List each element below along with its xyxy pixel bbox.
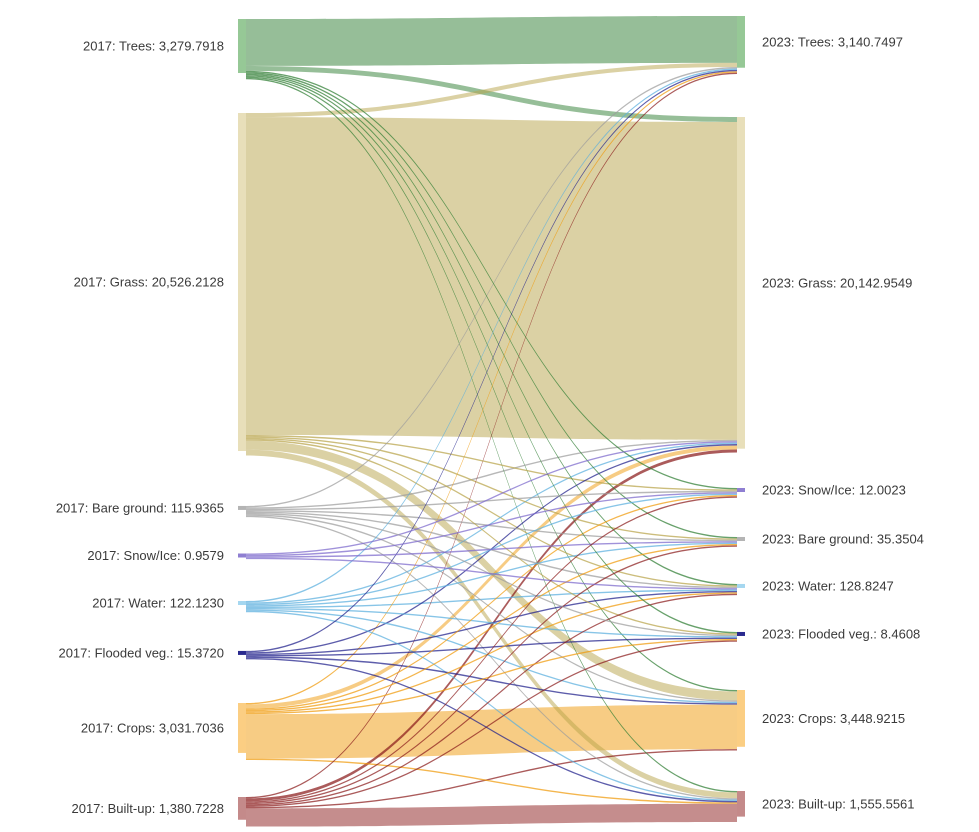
sankey-flow-l-built-to-r-built[interactable]	[246, 803, 737, 827]
sankey-node-r-grass[interactable]	[737, 117, 745, 449]
sankey-node-r-snow[interactable]	[737, 488, 745, 492]
sankey-flow-l-bare-to-r-built[interactable]	[246, 515, 737, 800]
sankey-node-r-bare[interactable]	[737, 536, 745, 541]
sankey-flow-l-snow-to-r-grass[interactable]	[246, 441, 737, 555]
sankey-flow-l-snow-to-r-snow[interactable]	[246, 492, 737, 557]
node-label-r-trees: 2023: Trees: 3,140.7497	[762, 34, 903, 49]
sankey-node-r-built[interactable]	[737, 791, 745, 817]
sankey-labels-layer: 2017: Trees: 3,279.7918 2017: Grass: 20,5…	[56, 34, 924, 816]
node-label-r-grass: 2023: Grass: 20,142.9549	[762, 275, 912, 290]
sankey-nodes-layer	[238, 16, 745, 820]
node-label-l-crops: 2017: Crops: 3,031.7036	[81, 720, 224, 735]
node-label-l-bare: 2017: Bare ground: 115.9365	[56, 500, 224, 515]
sankey-flow-l-trees-to-r-trees[interactable]	[246, 16, 737, 66]
sankey-flow-l-grass-to-r-built[interactable]	[246, 449, 737, 799]
sankey-flow-l-bare-to-r-flooded[interactable]	[246, 512, 737, 637]
sankey-flow-l-bare-to-r-snow[interactable]	[246, 490, 737, 511]
sankey-node-r-crops[interactable]	[737, 690, 745, 747]
sankey-flow-l-snow-to-r-water[interactable]	[246, 557, 737, 590]
sankey-flow-l-flooded-to-r-crops[interactable]	[246, 656, 737, 705]
sankey-flow-l-crops-to-r-trees[interactable]	[246, 71, 737, 705]
sankey-flow-l-crops-to-r-flooded[interactable]	[246, 638, 737, 715]
sankey-flow-l-water-to-r-flooded[interactable]	[246, 608, 737, 638]
sankey-flow-l-crops-to-r-water[interactable]	[246, 592, 737, 713]
sankey-flow-l-grass-to-r-flooded[interactable]	[246, 439, 737, 635]
sankey-flow-l-trees-to-r-crops[interactable]	[246, 76, 737, 692]
sankey-flow-l-trees-to-r-flooded[interactable]	[246, 75, 737, 634]
node-label-r-snow: 2023: Snow/Ice: 12.0023	[762, 483, 906, 498]
sankey-flow-l-grass-to-r-crops[interactable]	[246, 440, 737, 701]
sankey-flow-l-water-to-r-grass[interactable]	[246, 442, 737, 604]
sankey-node-l-water[interactable]	[238, 601, 246, 606]
node-label-l-trees: 2017: Trees: 3,279.7918	[83, 39, 224, 54]
node-label-l-flooded: 2017: Flooded veg.: 15.3720	[58, 645, 224, 660]
sankey-flow-l-grass-to-r-snow[interactable]	[246, 435, 737, 491]
node-label-l-snow: 2017: Snow/Ice: 0.9579	[87, 548, 224, 563]
sankey-flow-l-grass-to-r-trees[interactable]	[246, 62, 737, 118]
sankey-flow-l-water-to-r-built[interactable]	[246, 610, 737, 801]
sankey-flow-l-water-to-r-water[interactable]	[246, 589, 737, 609]
sankey-node-l-grass[interactable]	[238, 113, 246, 452]
node-label-l-built: 2017: Built-up: 1,380.7228	[71, 801, 224, 816]
node-label-r-built: 2023: Built-up: 1,555.5561	[762, 796, 915, 811]
sankey-flow-l-crops-to-r-crops[interactable]	[246, 704, 737, 759]
sankey-flow-l-trees-to-r-bare[interactable]	[246, 72, 737, 539]
sankey-node-r-water[interactable]	[737, 583, 745, 588]
sankey-node-l-bare[interactable]	[238, 505, 246, 510]
sankey-flow-l-water-to-r-crops[interactable]	[246, 609, 737, 704]
sankey-flow-l-built-to-r-water[interactable]	[246, 593, 737, 806]
sankey-flow-l-trees-to-r-grass[interactable]	[246, 65, 737, 122]
sankey-flow-l-bare-to-r-grass[interactable]	[246, 439, 737, 509]
node-label-l-grass: 2017: Grass: 20,526.2128	[74, 275, 224, 290]
sankey-flow-l-crops-to-r-snow[interactable]	[246, 495, 737, 710]
sankey-node-l-trees[interactable]	[238, 19, 246, 74]
sankey-flow-l-snow-to-r-bare[interactable]	[246, 541, 737, 558]
sankey-flow-l-built-to-r-snow[interactable]	[246, 496, 737, 803]
sankey-flow-l-trees-to-r-water[interactable]	[246, 73, 737, 586]
sankey-flow-l-built-to-r-trees[interactable]	[246, 72, 737, 799]
sankey-flow-l-trees-to-r-snow[interactable]	[246, 70, 737, 490]
sankey-node-l-built[interactable]	[238, 797, 246, 820]
sankey-node-l-crops[interactable]	[238, 703, 246, 753]
node-label-r-flooded: 2023: Flooded veg.: 8.4608	[762, 626, 920, 641]
sankey-node-l-flooded[interactable]	[238, 650, 246, 655]
sankey-flow-l-flooded-to-r-flooded[interactable]	[246, 637, 737, 657]
sankey-node-r-flooded[interactable]	[737, 631, 745, 636]
sankey-flow-l-bare-to-r-crops[interactable]	[246, 514, 737, 702]
sankey-node-r-trees[interactable]	[737, 16, 745, 68]
sankey-flow-l-bare-to-r-trees[interactable]	[246, 67, 737, 508]
sankey-flow-l-crops-to-r-bare[interactable]	[246, 543, 737, 712]
node-label-r-bare: 2023: Bare ground: 35.3504	[762, 531, 924, 546]
sankey-flow-l-flooded-to-r-trees[interactable]	[246, 69, 737, 653]
sankey-flow-l-water-to-r-trees[interactable]	[246, 68, 737, 603]
sankey-flow-l-bare-to-r-bare[interactable]	[246, 510, 737, 542]
sankey-flow-l-built-to-r-flooded[interactable]	[246, 640, 737, 807]
sankey-flow-l-grass-to-r-bare[interactable]	[246, 436, 737, 540]
node-label-r-crops: 2023: Crops: 3,448.9215	[762, 711, 905, 726]
sankey-links-layer	[246, 16, 737, 827]
sankey-flow-l-crops-to-r-grass[interactable]	[246, 445, 737, 709]
sankey-flow-l-grass-to-r-water[interactable]	[246, 437, 737, 587]
sankey-flow-l-grass-to-r-grass[interactable]	[246, 117, 737, 440]
sankey-flow-l-built-to-r-grass[interactable]	[246, 449, 737, 802]
node-label-r-water: 2023: Water: 128.8247	[762, 578, 894, 593]
sankey-flow-l-flooded-to-r-built[interactable]	[246, 657, 737, 803]
sankey-flow-l-built-to-r-crops[interactable]	[246, 749, 737, 809]
sankey-flow-l-crops-to-r-built[interactable]	[246, 758, 737, 804]
node-label-l-water: 2017: Water: 122.1230	[92, 596, 224, 611]
sankey-node-l-snow[interactable]	[238, 553, 246, 558]
sankey-flow-l-built-to-r-bare[interactable]	[246, 545, 737, 805]
